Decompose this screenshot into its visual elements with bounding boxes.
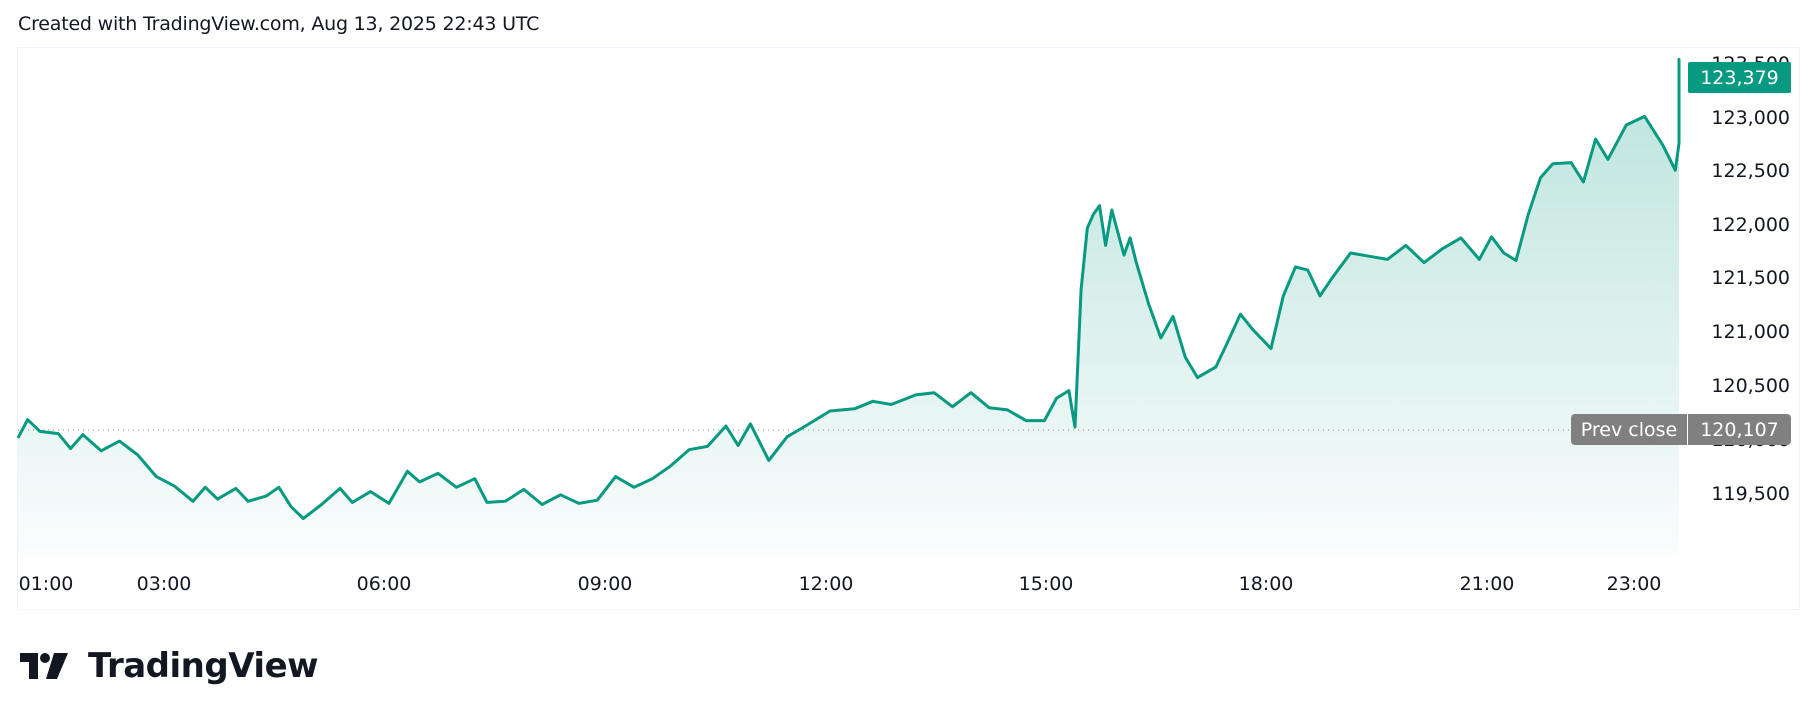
x-tick: 21:00 bbox=[1459, 573, 1515, 595]
x-tick: 12:00 bbox=[798, 573, 854, 595]
y-tick: 123,000 bbox=[1711, 107, 1790, 129]
x-tick: 03:00 bbox=[136, 573, 192, 595]
chart-caption: Created with TradingView.com, Aug 13, 20… bbox=[18, 13, 540, 35]
tradingview-logo-icon bbox=[20, 653, 68, 679]
y-tick: 119,500 bbox=[1711, 483, 1790, 505]
x-tick: 15:00 bbox=[1018, 573, 1074, 595]
price-area-fill bbox=[18, 59, 1679, 556]
y-tick: 120,500 bbox=[1711, 375, 1790, 397]
prev-close-label: Prev close bbox=[1571, 414, 1687, 445]
y-tick: 121,000 bbox=[1711, 321, 1790, 343]
last-price-badge: 123,379 bbox=[1688, 62, 1791, 93]
x-tick: 09:00 bbox=[577, 573, 633, 595]
x-tick: 06:00 bbox=[356, 573, 412, 595]
price-line bbox=[16, 57, 1681, 520]
x-tick: 18:00 bbox=[1238, 573, 1294, 595]
y-tick: 122,500 bbox=[1711, 160, 1790, 182]
tradingview-logo[interactable]: TradingView bbox=[20, 646, 319, 686]
x-tick: 01:00 bbox=[18, 573, 74, 595]
x-tick: 23:00 bbox=[1606, 573, 1662, 595]
prev-close-value: 120,107 bbox=[1688, 414, 1791, 445]
chart-frame bbox=[17, 47, 1800, 610]
y-tick: 121,500 bbox=[1711, 267, 1790, 289]
tradingview-logo-text: TradingView bbox=[88, 646, 319, 686]
y-tick: 122,000 bbox=[1711, 214, 1790, 236]
